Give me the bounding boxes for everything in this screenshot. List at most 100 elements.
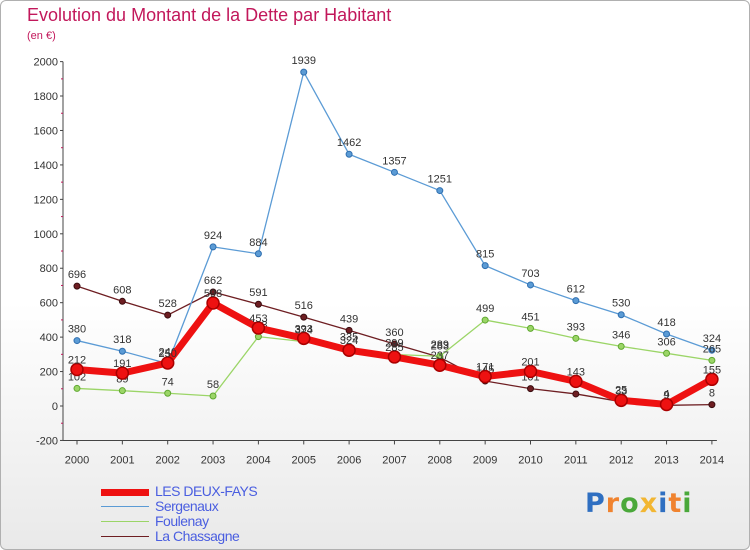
data-label-sergenaux: 380 xyxy=(68,324,86,336)
data-label-sergenaux: 1357 xyxy=(382,155,406,167)
legend: LES DEUX-FAYS Sergenaux Foulenay La Chas… xyxy=(101,483,321,544)
data-label-sergenaux: 612 xyxy=(567,284,585,296)
legend-label-foulenay: Foulenay xyxy=(155,513,209,529)
legend-label-les-deux-fays: LES DEUX-FAYS xyxy=(155,483,258,499)
data-point-sergenaux xyxy=(663,330,671,338)
data-point-la-chassagne xyxy=(254,300,262,308)
logo-letter: r xyxy=(605,488,621,519)
data-point-les-deux-fays xyxy=(478,369,492,384)
logo-letter: i xyxy=(682,488,693,519)
data-label-les-deux-fays: 598 xyxy=(204,288,222,300)
y-tick-label: 1000 xyxy=(34,229,58,241)
data-point-foulenay xyxy=(572,334,580,342)
data-point-les-deux-fays xyxy=(659,397,674,412)
data-point-sergenaux xyxy=(73,337,81,345)
y-tick-label: 1800 xyxy=(34,91,58,103)
data-label-foulenay: 306 xyxy=(657,336,675,348)
data-label-les-deux-fays: 237 xyxy=(431,350,449,362)
x-tick-label: 2005 xyxy=(292,454,316,466)
data-point-sergenaux xyxy=(436,187,444,195)
data-label-la-chassagne: 608 xyxy=(113,284,131,296)
data-point-la-chassagne xyxy=(118,297,126,305)
data-point-foulenay xyxy=(209,392,217,400)
data-label-la-chassagne: 360 xyxy=(385,327,403,339)
unit-label: (en €) xyxy=(27,30,56,42)
legend-item-foulenay: Foulenay xyxy=(101,513,321,529)
data-label-la-chassagne: 8 xyxy=(709,388,715,400)
data-point-la-chassagne xyxy=(164,311,172,319)
data-label-les-deux-fays: 171 xyxy=(476,362,494,374)
data-label-sergenaux: 1251 xyxy=(428,174,452,186)
data-point-la-chassagne xyxy=(390,340,398,348)
data-label-les-deux-fays: 250 xyxy=(159,348,177,360)
data-label-sergenaux: 418 xyxy=(657,317,675,329)
data-point-foulenay xyxy=(527,324,534,332)
data-label-foulenay: 299 xyxy=(385,338,403,350)
data-label-les-deux-fays: 191 xyxy=(113,358,131,370)
data-point-sergenaux xyxy=(254,250,262,258)
data-point-la-chassagne xyxy=(708,401,716,409)
data-label-sergenaux: 815 xyxy=(476,249,494,261)
data-point-foulenay xyxy=(164,389,172,397)
logo-letter: P xyxy=(585,488,606,519)
data-point-sergenaux xyxy=(300,68,308,76)
data-point-foulenay xyxy=(663,349,671,357)
logo-letter: o xyxy=(620,488,640,519)
legend-item-les-deux-fays: LES DEUX-FAYS xyxy=(101,483,321,499)
data-point-la-chassagne xyxy=(572,390,580,398)
data-label-la-chassagne: 528 xyxy=(159,298,177,310)
data-label-sergenaux: 924 xyxy=(204,230,222,242)
data-label-sergenaux: 1462 xyxy=(337,137,361,149)
y-tick-label: 600 xyxy=(40,298,58,310)
data-point-les-deux-fays xyxy=(251,321,266,335)
data-label-foulenay: 74 xyxy=(162,376,174,388)
data-point-foulenay xyxy=(118,387,126,395)
data-label-les-deux-fays: 393 xyxy=(295,323,313,335)
data-point-les-deux-fays xyxy=(614,393,628,408)
data-label-les-deux-fays: 324 xyxy=(340,335,358,347)
x-tick-label: 2007 xyxy=(382,454,406,466)
data-point-sergenaux xyxy=(481,262,489,270)
data-point-les-deux-fays xyxy=(160,356,175,370)
data-label-foulenay: 335 xyxy=(340,331,358,343)
x-tick-label: 2004 xyxy=(246,454,270,466)
series-line-sergenaux xyxy=(76,71,713,365)
data-point-la-chassagne xyxy=(345,326,353,334)
y-tick-label: -200 xyxy=(36,435,58,447)
legend-swatch-la-chassagne xyxy=(101,536,149,537)
data-label-la-chassagne: 662 xyxy=(204,275,222,287)
x-tick-label: 2014 xyxy=(700,454,724,466)
y-tick-label: 400 xyxy=(40,332,58,344)
y-tick-label: 0 xyxy=(52,401,58,413)
data-point-les-deux-fays xyxy=(433,358,447,372)
data-point-sergenaux xyxy=(617,311,625,319)
x-tick-label: 2002 xyxy=(155,454,179,466)
data-point-les-deux-fays xyxy=(115,366,130,380)
data-label-les-deux-fays: 212 xyxy=(68,354,86,366)
legend-label-sergenaux: Sergenaux xyxy=(155,498,219,514)
proxiti-logo: Proxiti xyxy=(585,488,693,519)
data-point-foulenay xyxy=(617,342,625,350)
logo-letter: t xyxy=(668,488,683,519)
data-point-sergenaux xyxy=(708,346,716,354)
data-point-les-deux-fays xyxy=(523,364,538,379)
data-point-les-deux-fays xyxy=(297,331,311,346)
legend-item-sergenaux: Sergenaux xyxy=(101,498,321,514)
data-point-la-chassagne xyxy=(209,288,217,296)
data-label-sergenaux: 530 xyxy=(612,298,630,310)
legend-swatch-les-deux-fays xyxy=(101,489,149,496)
y-tick-label: 800 xyxy=(40,263,58,275)
data-point-la-chassagne xyxy=(527,385,534,393)
data-label-foulenay: 346 xyxy=(612,329,630,341)
data-label-sergenaux: 1939 xyxy=(292,55,316,67)
x-tick-label: 2013 xyxy=(654,454,678,466)
x-tick-label: 2000 xyxy=(65,454,89,466)
data-label-la-chassagne: 439 xyxy=(340,313,358,325)
y-tick-label: 2000 xyxy=(34,57,58,69)
data-label-la-chassagne: 4 xyxy=(663,388,669,400)
data-label-les-deux-fays: 201 xyxy=(521,356,539,368)
data-point-la-chassagne xyxy=(300,313,308,321)
data-point-foulenay xyxy=(73,384,81,392)
chart-title: Evolution du Montant de la Dette par Hab… xyxy=(27,5,392,25)
